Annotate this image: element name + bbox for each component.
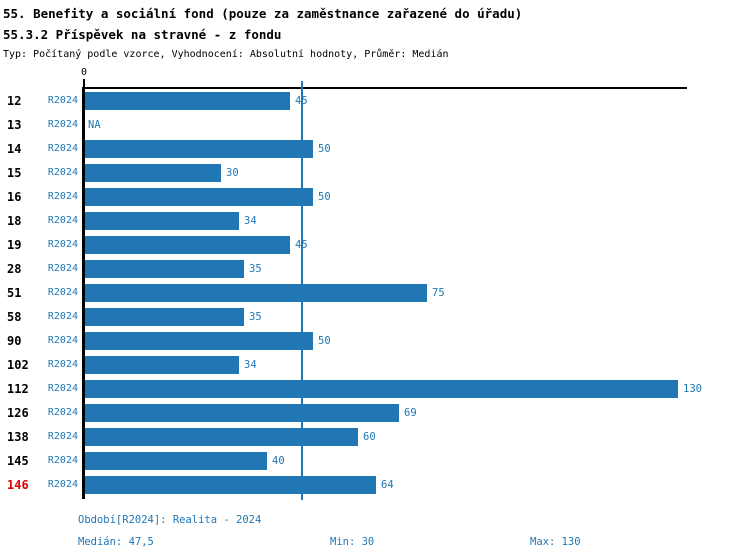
na-label: NA <box>88 119 101 131</box>
category-label: 15 <box>7 166 22 180</box>
footer-max-stat: Max: 130 <box>530 536 581 548</box>
series-label: R2024 <box>47 95 78 106</box>
series-label: R2024 <box>47 191 78 202</box>
value-label: 50 <box>318 335 331 347</box>
series-label: R2024 <box>47 239 78 250</box>
bar <box>85 452 267 470</box>
bar <box>85 92 290 110</box>
category-label: 13 <box>7 118 22 132</box>
value-label: 40 <box>272 455 285 467</box>
series-label: R2024 <box>47 167 78 178</box>
category-label: 90 <box>7 334 22 348</box>
bar <box>85 284 427 302</box>
series-label: R2024 <box>47 359 78 370</box>
y-axis-line <box>82 87 85 499</box>
series-label: R2024 <box>47 431 78 442</box>
value-label: 60 <box>363 431 376 443</box>
category-label: 28 <box>7 262 22 276</box>
bar <box>85 308 244 326</box>
series-label: R2024 <box>47 407 78 418</box>
category-label: 138 <box>7 430 29 444</box>
value-label: 64 <box>381 479 394 491</box>
category-label: 112 <box>7 382 29 396</box>
category-label: 19 <box>7 238 22 252</box>
value-label: 34 <box>244 359 257 371</box>
bar <box>85 404 399 422</box>
category-label: 16 <box>7 190 22 204</box>
bar <box>85 260 244 278</box>
category-label: 58 <box>7 310 22 324</box>
value-label: 50 <box>318 191 331 203</box>
bar <box>85 188 313 206</box>
value-label: 45 <box>295 95 308 107</box>
x-axis-zero-tick-label: 0 <box>80 67 88 78</box>
bar <box>85 164 221 182</box>
series-label: R2024 <box>47 287 78 298</box>
category-label: 146 <box>7 478 29 492</box>
chart-meta-line: Typ: Počítaný podle vzorce, Vyhodnocení:… <box>3 49 449 60</box>
category-label: 102 <box>7 358 29 372</box>
bar <box>85 356 239 374</box>
category-label: 126 <box>7 406 29 420</box>
category-label: 12 <box>7 94 22 108</box>
series-label: R2024 <box>47 455 78 466</box>
footer-min-stat: Min: 30 <box>330 536 375 548</box>
footer-median-stat: Medián: 47,5 <box>78 536 154 548</box>
bar <box>85 476 376 494</box>
value-label: 34 <box>244 215 257 227</box>
value-label: 30 <box>226 167 239 179</box>
x-axis-line <box>82 87 687 89</box>
bar <box>85 236 290 254</box>
series-label: R2024 <box>47 215 78 226</box>
bar <box>85 380 678 398</box>
bar <box>85 428 358 446</box>
value-label: 35 <box>249 263 262 275</box>
series-label: R2024 <box>47 479 78 490</box>
category-label: 145 <box>7 454 29 468</box>
value-label: 69 <box>404 407 417 419</box>
value-label: 130 <box>683 383 702 395</box>
category-label: 18 <box>7 214 22 228</box>
chart-subtitle-indicator: 55.3.2 Příspěvek na stravné - z fondu <box>3 27 282 42</box>
series-label: R2024 <box>47 311 78 322</box>
series-label: R2024 <box>47 335 78 346</box>
footer-period-label: Období[R2024]: Realita - 2024 <box>78 514 262 526</box>
page-title: 55. Benefity a sociální fond (pouze za z… <box>3 6 523 21</box>
category-label: 14 <box>7 142 22 156</box>
value-label: 75 <box>432 287 445 299</box>
series-label: R2024 <box>47 383 78 394</box>
x-axis-zero-tick <box>83 79 85 87</box>
series-label: R2024 <box>47 143 78 154</box>
series-label: R2024 <box>47 119 78 130</box>
series-label: R2024 <box>47 263 78 274</box>
value-label: 35 <box>249 311 262 323</box>
category-label: 51 <box>7 286 22 300</box>
bar <box>85 212 239 230</box>
value-label: 45 <box>295 239 308 251</box>
value-label: 50 <box>318 143 331 155</box>
bar <box>85 332 313 350</box>
bar <box>85 140 313 158</box>
